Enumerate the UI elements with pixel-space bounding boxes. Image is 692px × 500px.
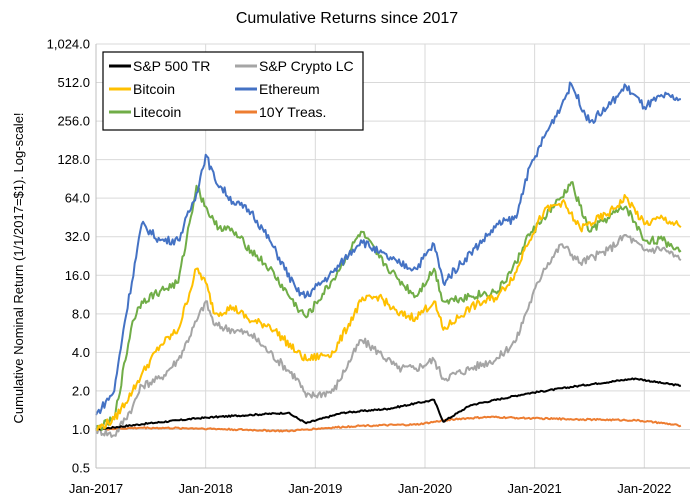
legend-box (102, 51, 364, 131)
y-tick-label: 16.0 (65, 268, 90, 283)
series-line (95, 377, 682, 431)
y-tick-label: 64.0 (65, 191, 90, 206)
y-tick-label: 512.0 (57, 75, 90, 90)
series-lines (95, 81, 682, 438)
legend-label: Litecoin (133, 104, 181, 120)
chart-title: Cumulative Returns since 2017 (236, 10, 458, 27)
series-line (95, 415, 682, 433)
x-tick-label: Jan-2018 (179, 481, 233, 496)
x-tick-label: Jan-2019 (288, 481, 342, 496)
x-tick-label: Jan-2022 (617, 481, 671, 496)
series-line (95, 81, 681, 416)
legend-label: Ethereum (259, 81, 320, 97)
y-tick-label: 8.0 (72, 306, 90, 321)
series-line (95, 194, 682, 431)
series-line (95, 234, 682, 438)
y-tick-label: 32.0 (65, 229, 90, 244)
y-tick-label: 2.0 (72, 383, 90, 398)
y-tick-label: 256.0 (57, 114, 90, 129)
y-tick-label: 1.0 (72, 422, 90, 437)
legend-label: Bitcoin (133, 81, 175, 97)
x-tick-label: Jan-2021 (508, 481, 562, 496)
y-tick-label: 0.5 (72, 461, 90, 476)
legend: S&P 500 TR S&P Crypto LC Bitcoin Ethereum Li… (102, 51, 364, 131)
x-tick-label: Jan-2017 (69, 481, 123, 496)
legend-label: S&P 500 TR (133, 58, 210, 74)
legend-label: S&P Crypto LC (259, 58, 354, 74)
x-tick-label: Jan-2020 (398, 481, 452, 496)
axes: 0.5 1.0 2.0 4.0 8.0 16.0 32.0 64.0 128.0 256.0 512… (47, 37, 690, 496)
y-tick-label: 128.0 (57, 152, 90, 167)
legend-label: 10Y Treas. (259, 104, 326, 120)
y-tick-label: 4.0 (72, 345, 90, 360)
y-tick-label: 1,024.0 (47, 37, 90, 52)
y-axis-label: Cumulative Nominal Return (1/1/2017=$1).… (11, 112, 26, 423)
